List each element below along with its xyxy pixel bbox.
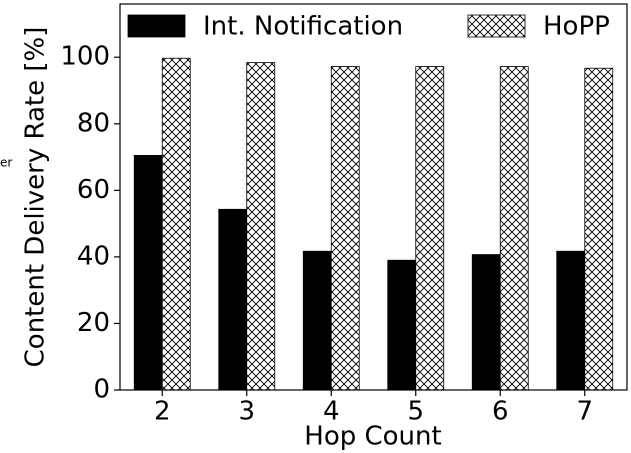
y-tick-label: 60: [77, 175, 110, 205]
x-axis-label: Hop Count: [304, 422, 441, 452]
legend-label: Int. Notification: [203, 12, 403, 42]
x-tick-label: 2: [154, 397, 171, 427]
plot-frame: [119, 3, 628, 391]
bar: [471, 254, 501, 391]
x-tick-label: 4: [323, 397, 340, 427]
y-tick-label: 0: [93, 375, 110, 405]
legend-swatch: [127, 14, 186, 38]
bar: [302, 250, 332, 391]
bar: [556, 250, 586, 391]
bar: [499, 66, 529, 391]
y-tick-label: 100: [60, 42, 110, 72]
bar: [584, 67, 614, 391]
y-tick-label: 40: [77, 241, 110, 271]
bar: [161, 57, 191, 391]
bar: [133, 155, 163, 391]
legend-label: HoPP: [543, 12, 610, 42]
y-tick-label: 20: [77, 308, 110, 338]
bar: [415, 66, 445, 391]
x-tick-label: 6: [492, 397, 509, 427]
bar: [330, 66, 360, 391]
x-tick-label: 7: [576, 397, 593, 427]
y-axis-label: Content Delivery Rate [%]: [21, 27, 51, 368]
x-tick-label: 5: [407, 397, 424, 427]
y-tick-label: 80: [77, 108, 110, 138]
legend-swatch: [467, 14, 526, 38]
x-tick-label: 3: [238, 397, 255, 427]
bar: [387, 259, 417, 391]
annotation: er: [0, 156, 12, 170]
bar: [246, 62, 276, 391]
bar: [218, 208, 248, 391]
